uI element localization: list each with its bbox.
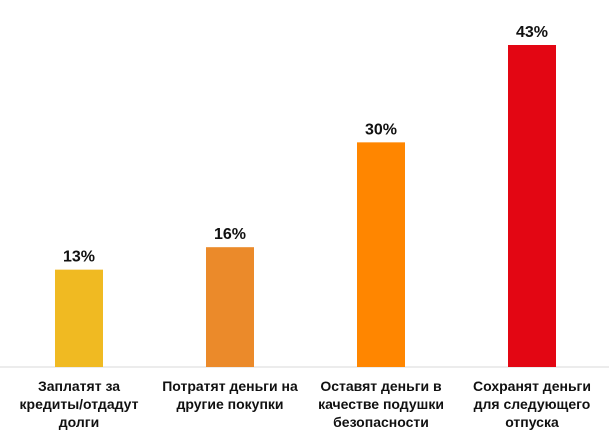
category-label-line: Оставят деньги в (320, 378, 442, 394)
category-label-1: Заплатят за кредиты/отдадут долги (20, 378, 139, 430)
bar-4 (508, 45, 556, 367)
category-label-3: Оставят деньги в качестве подушки безопасн… (318, 378, 444, 430)
value-label-3: 30% (365, 121, 397, 138)
category-label-line: Сохранят деньги (473, 378, 591, 394)
category-label-line: для следующего (474, 396, 591, 412)
bar-2 (206, 247, 254, 367)
category-label-line: другие покупки (176, 396, 283, 412)
bar-1 (55, 269, 103, 367)
category-label-4: Сохранят деньги для следующего отпуска (473, 378, 591, 430)
value-label-1: 13% (63, 249, 95, 266)
category-label-line: качестве подушки (318, 396, 444, 412)
category-label-line: Потратят деньги на (162, 378, 298, 394)
value-label-2: 16% (214, 226, 246, 243)
bar-3 (357, 142, 405, 367)
value-label-4: 43% (516, 24, 548, 41)
category-label-2: Потратят деньги на другие покупки (162, 378, 298, 412)
category-label-line: безопасности (333, 414, 429, 430)
category-label-line: долги (59, 414, 99, 430)
category-label-line: кредиты/отдадут (20, 396, 139, 412)
category-label-line: Заплатят за (38, 378, 120, 394)
category-label-line: отпуска (505, 414, 559, 430)
